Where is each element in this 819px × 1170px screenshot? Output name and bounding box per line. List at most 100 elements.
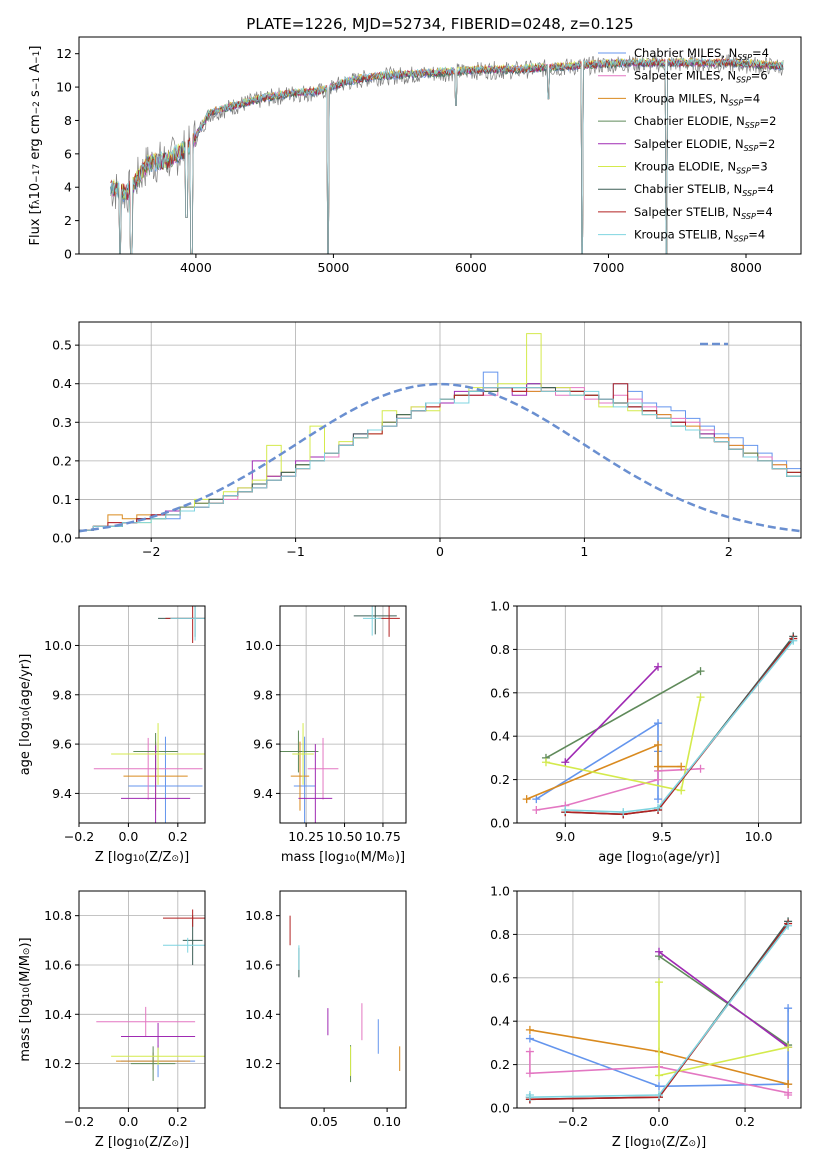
legend-entry-part: =2 — [758, 137, 775, 151]
weight_vs_Z-y-tick-label: 0.6 — [490, 970, 510, 985]
mass_vs_Z-x-axis-label-part: )] — [179, 1135, 189, 1150]
legend-entry-part: Salpeter STELIB, N — [634, 205, 741, 219]
mass_vs_Z-y-axis-label-part: 10 — [22, 987, 32, 999]
spectrum-y-axis-label-part: −1 — [32, 51, 42, 64]
residuals-x-tick-label: 0 — [436, 544, 444, 559]
age_vs_mass-point — [378, 606, 400, 637]
residuals-y-tick-label: 0.5 — [52, 338, 72, 353]
legend-entry-part: Kroupa MILES, N — [634, 91, 729, 105]
age_vs_mass-x-tick-label: 10.25 — [288, 829, 324, 844]
weight_vs_age-plus-marker — [654, 719, 663, 728]
weight_vs_Z-plus-marker — [655, 1082, 663, 1091]
legend-entry: Salpeter MILES, NSSP=6 — [634, 69, 768, 85]
legend-entry-part: SSP — [734, 235, 749, 244]
weight_vs_Z-y-tick-label: 0.8 — [490, 927, 510, 942]
weight_vs_Z-plus-marker — [784, 1043, 793, 1052]
weight_vs_Z-series-line — [658, 951, 789, 1048]
residuals-x-tick-label: 2 — [725, 544, 733, 559]
weight_vs_Z-plus-marker — [784, 1004, 793, 1013]
residual-histogram-step — [79, 387, 801, 538]
weight_vs_age-x-axis-label-part: 10 — [651, 854, 663, 864]
weight_vs_age-y-tick-label: 1.0 — [490, 599, 510, 614]
spectrum-x-tick-label: 5000 — [318, 260, 350, 275]
age_vs_mass-point — [280, 730, 319, 773]
legend-entry-part: Chabrier ELODIE, N — [634, 114, 745, 128]
residuals-y-tick-label: 0.3 — [52, 415, 72, 430]
residuals-frame — [78, 321, 802, 539]
weight_vs_Z-y-tick-label: 0.4 — [490, 1014, 510, 1029]
age_vs_mass-point — [293, 736, 316, 823]
spectrum-y-axis-label-part: ] — [28, 46, 43, 51]
weight_vs_age-x-tick-label: 9.0 — [555, 829, 575, 844]
legend-entry-part: =4 — [748, 228, 765, 242]
legend-entry-part: SSP — [744, 144, 759, 153]
spectrum-plot-area — [110, 53, 784, 254]
age_vs_Z-x-tick-label: −0.2 — [64, 829, 94, 844]
weight_vs_age-series-line — [565, 640, 794, 813]
weight_vs_age-plus-marker — [654, 762, 663, 771]
age_vs_Z-x-axis-label: Z [log10(Z/Z⊙)] — [95, 850, 189, 865]
age_vs_mass-point — [298, 744, 333, 823]
weight_vs_age-plus-marker — [654, 775, 663, 784]
legend-entry-part: =4 — [757, 182, 774, 196]
spectrum-y-axis-label-part: A — [28, 64, 43, 77]
weight_vs_age-x-axis-label-part: age [log — [598, 850, 651, 865]
spectrum-y-tick-label: 4 — [64, 180, 72, 195]
legend-entry-part: Kroupa ELODIE, N — [634, 160, 736, 174]
weight_vs_age-plus-marker — [532, 795, 541, 804]
spectrum-x-tick-label: 7000 — [593, 260, 625, 275]
age_vs_Z-x-tick-label: 0.2 — [168, 829, 188, 844]
mass_vs_ebv-y-tick-label: 10.4 — [245, 1007, 273, 1022]
legend-entry-part: =6 — [751, 69, 768, 83]
figure-title: PLATE=1226, MJD=52734, FIBERID=0248, z=0… — [246, 15, 633, 33]
spectrum-y-tick-label: 0 — [64, 247, 72, 262]
age_vs_Z-y-axis-label-part: (age/yr)] — [18, 654, 33, 711]
legend-entry-part: SSP — [741, 212, 756, 221]
mass_vs_Z-x-axis-label-part: ⊙ — [171, 1139, 179, 1149]
age_vs_Z-y-tick-label: 9.6 — [52, 737, 72, 752]
spectrum-frame — [78, 36, 802, 255]
spectrum-x-tick-label: 8000 — [730, 260, 762, 275]
weight_vs_Z-plus-marker — [525, 1025, 534, 1034]
mass_vs_Z-x-axis-label-part: (Z/Z — [144, 1135, 171, 1150]
legend-entry-part: =2 — [760, 114, 777, 128]
mass_vs_Z-point — [111, 1047, 205, 1065]
weight_vs_Z-series-line — [658, 955, 789, 1046]
age_vs_Z-point — [128, 736, 203, 823]
spectrum-x-tick-label: 6000 — [455, 260, 487, 275]
mass_vs_Z-y-axis-label: mass [log10(M/M⊙)] — [18, 937, 33, 1061]
mass_vs_Z-point — [130, 1046, 176, 1081]
weight_vs_Z-x-tick-label: −0.2 — [558, 1114, 588, 1129]
age_vs_Z-point — [121, 745, 191, 823]
weight_vs_age-plus-marker — [677, 762, 686, 771]
weight_vs_age-plus-marker — [654, 740, 663, 749]
legend-entry: Kroupa MILES, NSSP=4 — [634, 91, 760, 107]
weight_vs_age-plus-marker — [789, 636, 798, 645]
age_vs_Z-y-axis-label: age [log10(age/yr)] — [18, 654, 33, 776]
mass_vs_Z-x-axis-label-part: Z [log — [95, 1135, 133, 1150]
mass_vs_ebv-y-tick-label: 10.2 — [245, 1056, 273, 1071]
weight_vs_age-series-line — [545, 670, 701, 759]
mass_vs_Z-y-axis-label-part: ⊙ — [22, 948, 32, 956]
legend-entry-part: =4 — [756, 205, 773, 219]
weight_vs_Z-plus-marker — [655, 1071, 663, 1080]
weight_vs_age-plus-marker — [696, 764, 705, 773]
age_vs_mass-point — [353, 606, 397, 635]
mass_vs_ebv-y-tick-label: 10.6 — [245, 957, 273, 972]
weight_vs_age-series-line — [564, 666, 659, 763]
weight_vs_Z-plus-marker — [525, 1093, 534, 1102]
mass_vs_Z-y-tick-label: 10.6 — [44, 957, 72, 972]
legend-entry-part: =4 — [743, 91, 760, 105]
mass_vs_Z-y-axis-label-part: )] — [18, 937, 33, 947]
weight_vs_Z-plus-marker — [784, 921, 793, 930]
weight_vs_age-plus-marker — [522, 795, 531, 804]
residuals-y-tick-label: 0.0 — [52, 531, 72, 546]
weight_vs_age-plus-marker — [654, 795, 663, 804]
weight_vs_Z-y-tick-label: 1.0 — [490, 884, 510, 899]
weight_vs_Z-x-axis-label-part: ⊙ — [688, 1139, 696, 1149]
mass_vs_Z-point — [163, 909, 205, 927]
weight_vs_age-y-tick-label: 0.6 — [490, 685, 510, 700]
age_vs_Z-y-tick-label: 10.0 — [44, 638, 72, 653]
age_vs_Z-point — [111, 723, 205, 785]
